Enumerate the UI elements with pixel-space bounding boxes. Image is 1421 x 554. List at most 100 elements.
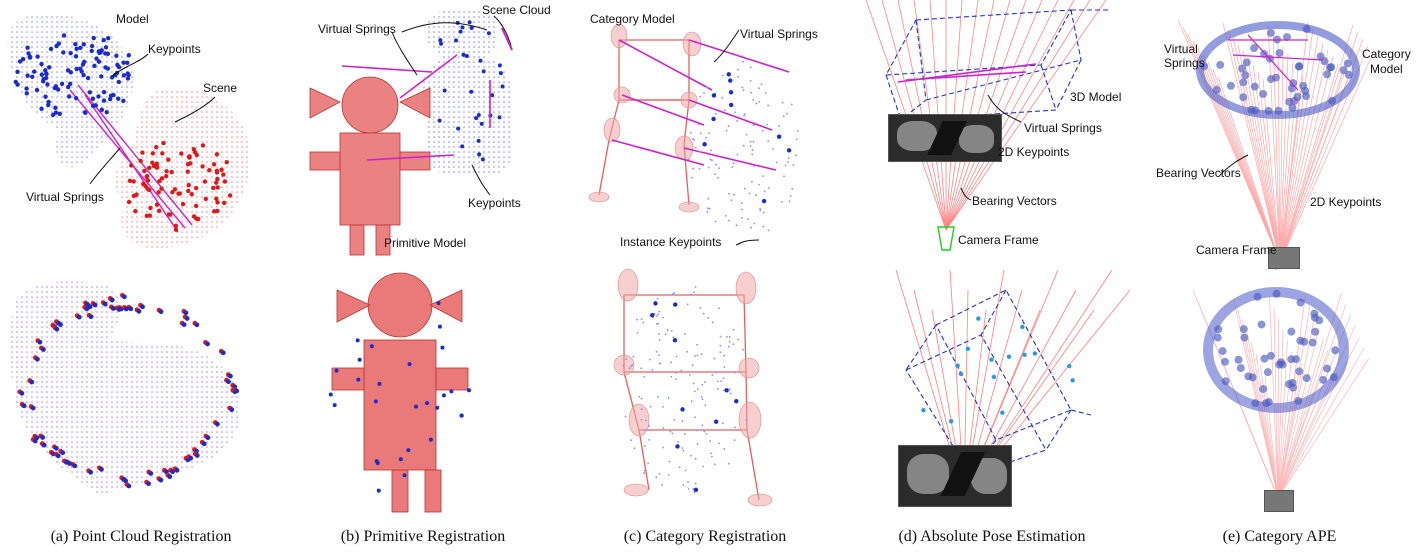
keypoint bbox=[101, 37, 106, 43]
point bbox=[723, 354, 726, 357]
keypoint bbox=[461, 52, 466, 57]
keypoint bbox=[133, 209, 138, 214]
primitive-model bbox=[309, 76, 431, 256]
point bbox=[640, 418, 643, 421]
keypoint bbox=[101, 89, 107, 95]
keypoint bbox=[121, 98, 126, 104]
keypoint bbox=[498, 71, 503, 76]
bearing-vector bbox=[1277, 347, 1365, 499]
keypoint bbox=[478, 58, 483, 63]
point bbox=[731, 166, 734, 168]
bearing-vector bbox=[1279, 24, 1354, 263]
point bbox=[686, 303, 689, 306]
point bbox=[650, 429, 652, 432]
keypoint bbox=[109, 297, 115, 303]
point bbox=[682, 449, 685, 452]
point bbox=[781, 101, 784, 104]
keypoint bbox=[92, 63, 97, 68]
keypoint bbox=[125, 60, 130, 65]
point bbox=[640, 367, 643, 370]
point bbox=[790, 103, 793, 106]
ellipsoid bbox=[1263, 368, 1272, 377]
keypoint bbox=[713, 419, 719, 424]
ellipsoid bbox=[1259, 385, 1268, 394]
point bbox=[655, 322, 658, 325]
point bbox=[716, 380, 719, 383]
point bbox=[711, 159, 713, 162]
point bbox=[741, 208, 743, 211]
bearing-vector bbox=[945, 0, 1107, 231]
keypoint bbox=[169, 169, 174, 175]
point bbox=[721, 96, 724, 99]
scene-cloud bbox=[421, 8, 512, 175]
point bbox=[657, 354, 660, 356]
keypoint bbox=[92, 302, 98, 308]
keypoint bbox=[72, 463, 78, 469]
camera-image bbox=[888, 114, 1002, 162]
keypoint bbox=[74, 66, 79, 72]
keypoint bbox=[74, 46, 79, 51]
keypoint bbox=[958, 371, 964, 376]
keypoint bbox=[212, 209, 217, 214]
keypoint bbox=[414, 404, 419, 409]
point bbox=[686, 350, 689, 353]
point bbox=[656, 395, 659, 398]
point bbox=[725, 129, 728, 132]
keypoint bbox=[693, 487, 699, 492]
keypoint bbox=[164, 173, 169, 179]
point bbox=[662, 316, 664, 319]
ellipsoid bbox=[1289, 383, 1298, 392]
keypoint bbox=[104, 109, 109, 115]
keypoint bbox=[121, 476, 127, 482]
point bbox=[661, 484, 663, 486]
keypoint bbox=[167, 474, 173, 480]
keypoint bbox=[222, 179, 228, 184]
bearing-vector bbox=[1277, 329, 1284, 499]
point bbox=[664, 333, 667, 336]
point bbox=[728, 219, 730, 222]
bearing-vector bbox=[1246, 331, 1279, 499]
point bbox=[640, 397, 643, 400]
category-model-ellipsoids bbox=[588, 23, 702, 213]
keypoint bbox=[180, 201, 186, 207]
keypoint bbox=[428, 437, 433, 442]
point bbox=[684, 469, 687, 472]
point bbox=[706, 86, 709, 89]
ellipsoid bbox=[1274, 106, 1283, 115]
keypoint bbox=[469, 89, 474, 94]
keypoint bbox=[776, 134, 782, 139]
keypoint bbox=[53, 105, 58, 111]
point bbox=[649, 405, 652, 408]
point bbox=[636, 318, 638, 321]
keypoint bbox=[211, 162, 217, 167]
ellipsoid bbox=[1248, 373, 1257, 382]
ellipsoid bbox=[1242, 58, 1251, 67]
keypoint bbox=[435, 405, 440, 410]
keypoint bbox=[221, 172, 226, 177]
point bbox=[710, 452, 712, 455]
point bbox=[657, 322, 660, 325]
keypoint bbox=[497, 115, 502, 120]
caption-d: (d) Absolute Pose Estimation bbox=[898, 528, 1086, 545]
ellipsoid bbox=[1344, 70, 1353, 79]
virtual-springs bbox=[1228, 34, 1324, 91]
keypoint bbox=[126, 53, 132, 58]
bearing-vector bbox=[1277, 358, 1369, 499]
keypoint bbox=[437, 324, 442, 329]
point bbox=[702, 312, 705, 315]
keypoint bbox=[30, 74, 35, 79]
keypoint bbox=[466, 388, 471, 393]
point bbox=[753, 165, 756, 167]
keypoint bbox=[728, 102, 734, 108]
ellipsoid bbox=[1239, 78, 1248, 87]
point bbox=[699, 132, 702, 135]
keypoint bbox=[160, 151, 165, 156]
keypoint bbox=[220, 350, 226, 356]
keypoint bbox=[191, 146, 196, 152]
point bbox=[668, 460, 671, 463]
keypoint bbox=[179, 151, 184, 156]
keypoint bbox=[88, 314, 94, 320]
point bbox=[648, 425, 651, 427]
point bbox=[626, 384, 629, 387]
bearing-vectors-bottom bbox=[895, 269, 1131, 496]
